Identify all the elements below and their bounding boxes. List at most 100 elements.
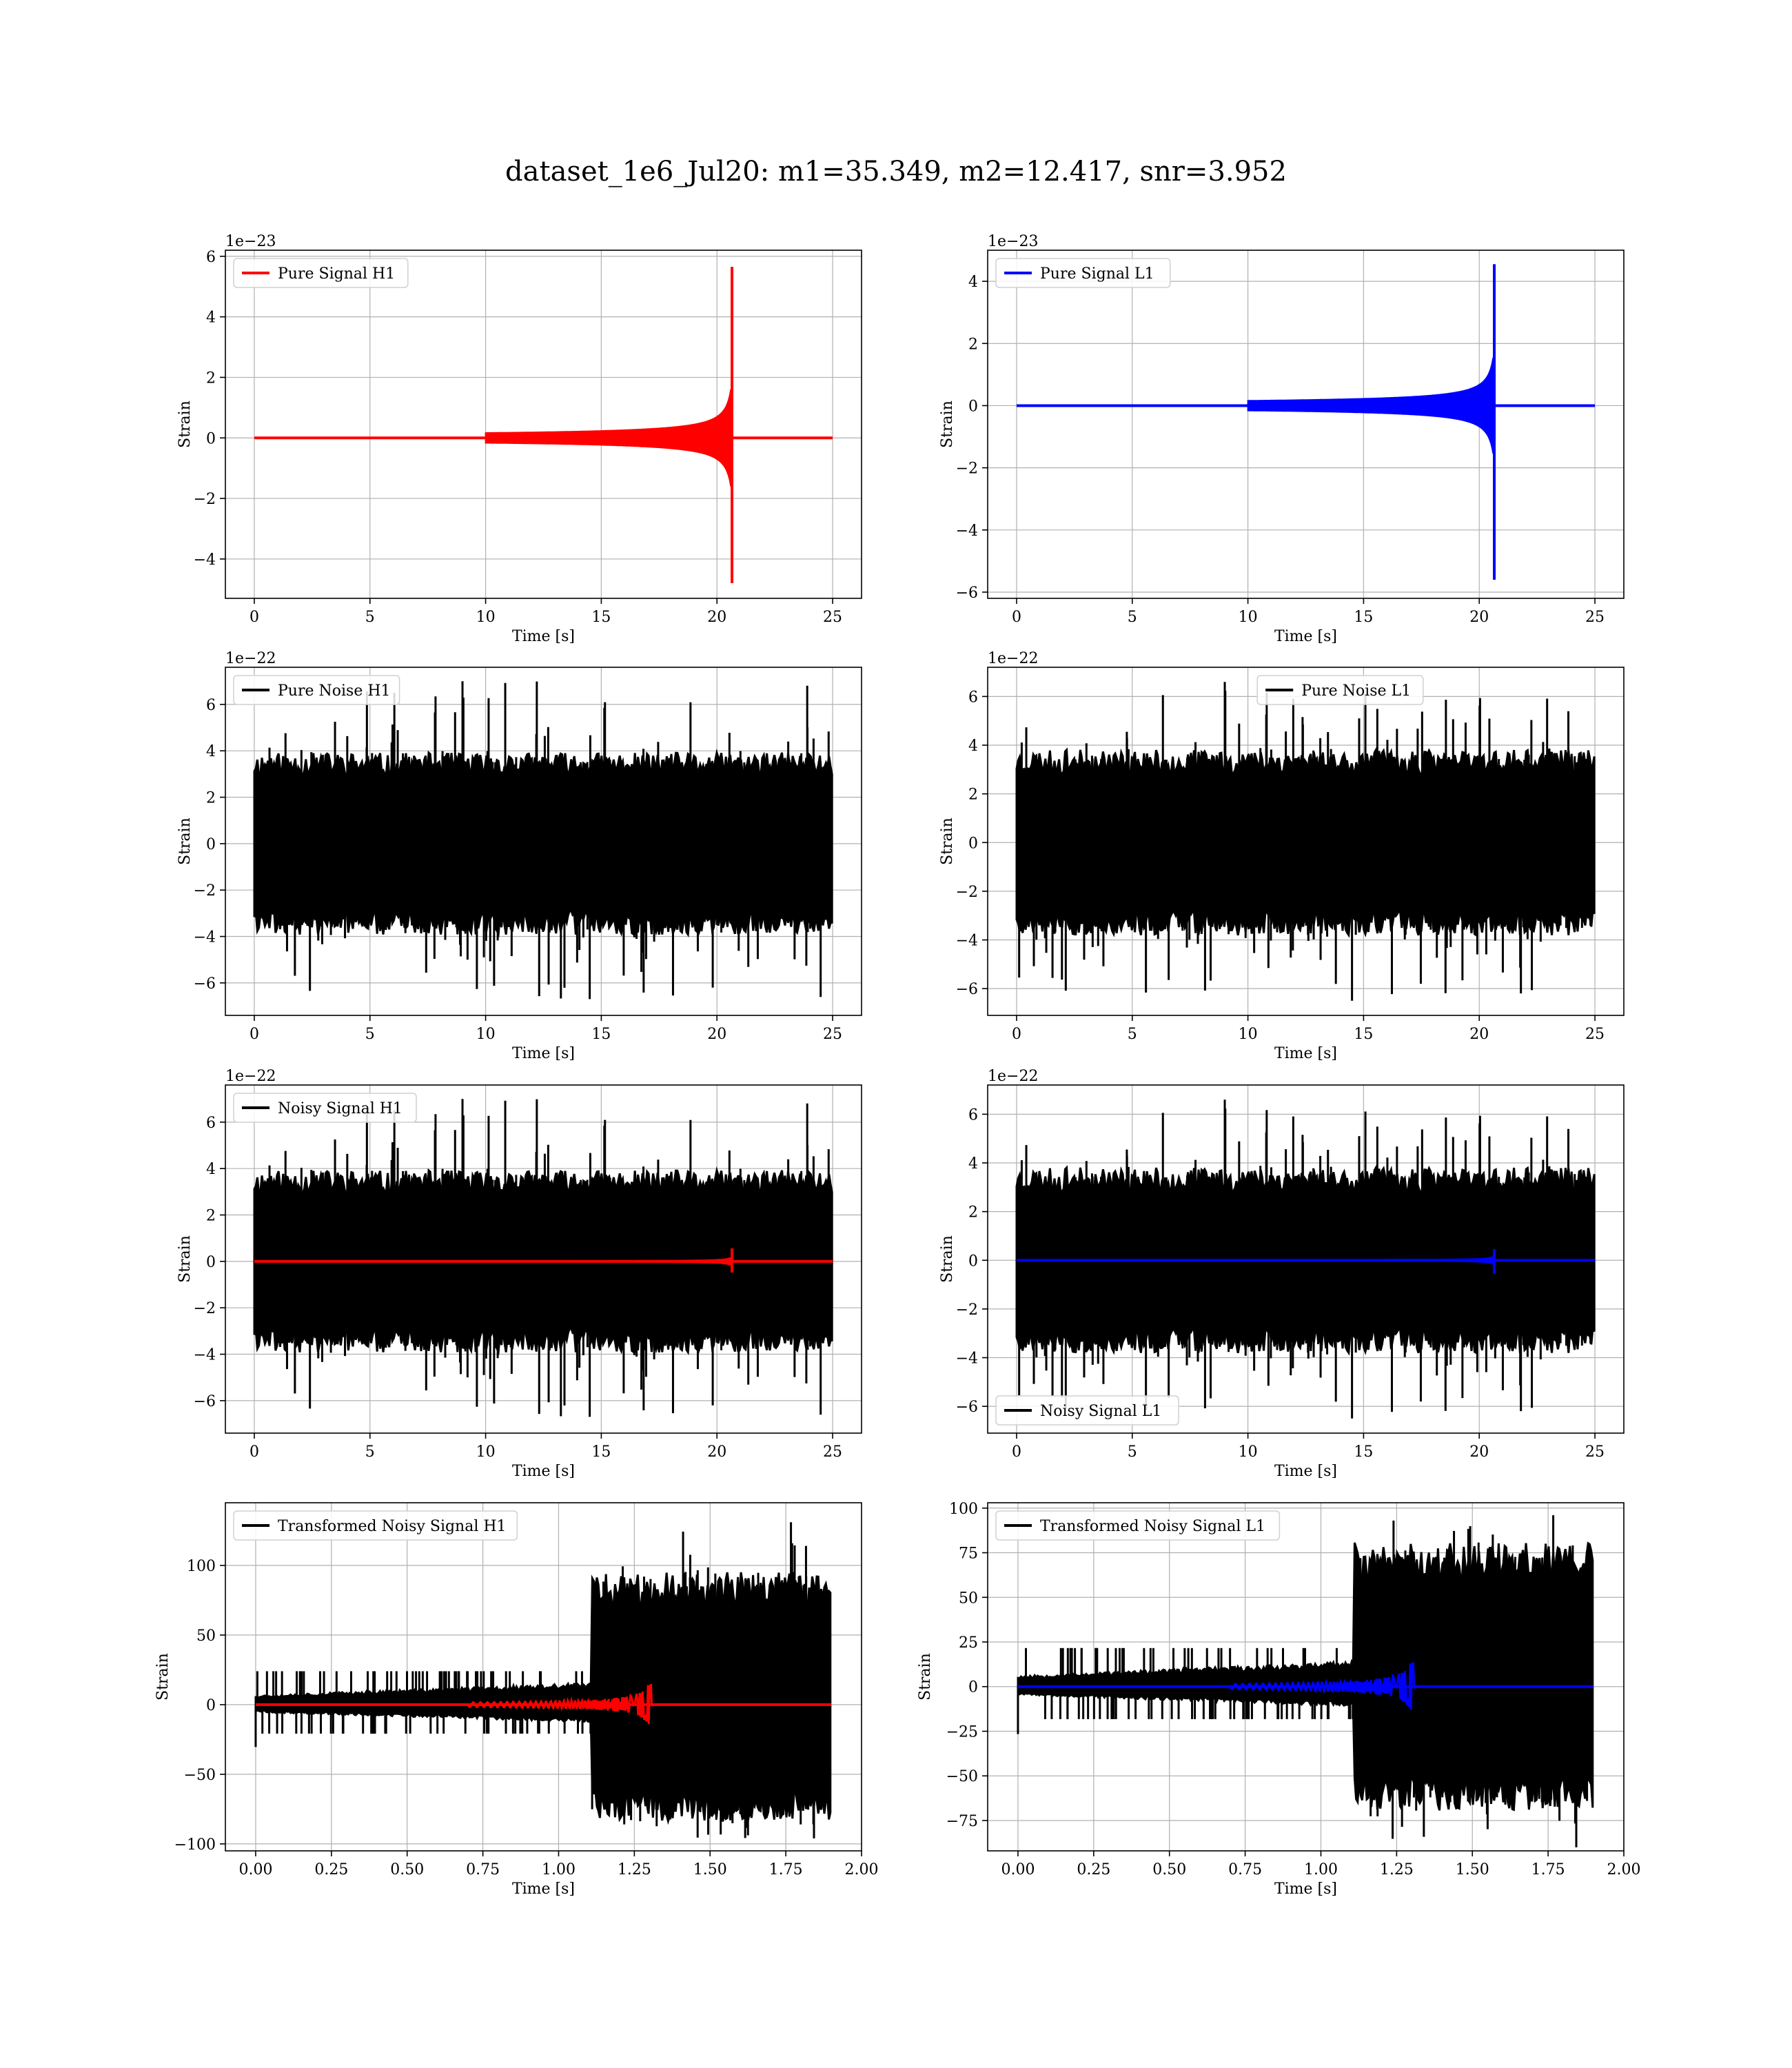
legend-box bbox=[233, 258, 409, 288]
legend-box bbox=[233, 675, 400, 705]
legend: Transformed Noisy Signal L1 bbox=[995, 1510, 1281, 1541]
x-tick-label: 5 bbox=[365, 1026, 375, 1043]
legend: Pure Noise L1 bbox=[1256, 675, 1424, 705]
chart-transformed-noisy-signal-l1: 0.00 0.25 0.50 0.75 1.00 1.25 1.50 1.75 2.00 −75 −… bbox=[917, 1501, 1640, 1898]
series-pure-noise-h1 bbox=[253, 681, 833, 1000]
x-tick-label: 20 bbox=[707, 609, 726, 626]
y-tick-label: 50 bbox=[196, 1628, 216, 1645]
x-tick-label: 1.50 bbox=[693, 1861, 727, 1878]
y-tick-label: −50 bbox=[946, 1768, 978, 1785]
y-tick-label: 2 bbox=[206, 369, 216, 387]
chart-pure-noise-h1: 0 5 10 15 20 25 −6 −4 −2 0 2 4 6 Time [s] Strain 1e−22P… bbox=[176, 650, 862, 1062]
y-tick-label: 4 bbox=[968, 738, 978, 755]
y-tick-label: 2 bbox=[968, 787, 978, 804]
y-tick-label: 0 bbox=[206, 430, 216, 447]
y-tick-label: −2 bbox=[956, 884, 978, 901]
x-tick-label: 10 bbox=[1239, 1443, 1258, 1461]
y-tick-label: −2 bbox=[956, 1301, 978, 1319]
signal-envelope bbox=[1247, 357, 1494, 454]
y-axis-label: Strain bbox=[939, 1235, 956, 1283]
y-tick-label: 6 bbox=[968, 689, 978, 706]
legend-label: Pure Signal L1 bbox=[1040, 265, 1154, 283]
y-axis-label: Strain bbox=[154, 1653, 172, 1701]
y-tick-label: 0 bbox=[968, 1253, 978, 1270]
y-tick-label: −100 bbox=[174, 1836, 216, 1854]
x-tick-label: 0.75 bbox=[466, 1861, 500, 1878]
x-tick-label: 10 bbox=[476, 1443, 496, 1461]
x-tick-label: 0.25 bbox=[1077, 1861, 1110, 1878]
series-pure-signal-l1 bbox=[1016, 264, 1596, 580]
y-tick-label: 2 bbox=[968, 336, 978, 353]
x-tick-label: 20 bbox=[707, 1026, 726, 1043]
chart-noisy-signal-l1: 0 5 10 15 20 25 −6 −4 −2 0 2 4 6 Time [s] Strain 1e−22 N… bbox=[939, 1068, 1625, 1480]
x-tick-label: 5 bbox=[365, 609, 375, 626]
y-tick-label: −6 bbox=[956, 585, 978, 602]
y-tick-label: 0 bbox=[206, 1254, 216, 1271]
y-tick-label: −2 bbox=[194, 1300, 216, 1317]
plot-area bbox=[254, 1522, 832, 1838]
x-axis-label: Time [s] bbox=[512, 1881, 575, 1898]
x-tick-label: 1.75 bbox=[769, 1861, 803, 1878]
x-tick-label: 0.00 bbox=[238, 1861, 272, 1878]
y-tick-label: −4 bbox=[956, 1350, 978, 1368]
signal-burst bbox=[467, 1683, 654, 1725]
x-tick-label: 5 bbox=[365, 1443, 375, 1461]
x-tick-label: 25 bbox=[1585, 609, 1605, 626]
y-tick-label: 25 bbox=[959, 1634, 978, 1652]
legend: Pure Signal H1 bbox=[233, 258, 409, 288]
legend-label: Noisy Signal L1 bbox=[1040, 1403, 1161, 1420]
chart-noisy-signal-h1: 0 5 10 15 20 25 −6 −4 −2 0 2 4 6 Time [s] Strain 1e−22N… bbox=[176, 1068, 862, 1480]
axes-frame bbox=[225, 1502, 862, 1852]
y-tick-label: −4 bbox=[956, 523, 978, 540]
y-axis-label: Strain bbox=[176, 818, 194, 865]
axis-offset-label: 1e−22 bbox=[225, 1068, 276, 1085]
legend: Noisy Signal L1 bbox=[995, 1395, 1179, 1426]
plot-area bbox=[1015, 682, 1596, 1001]
legend-label: Pure Signal H1 bbox=[278, 265, 395, 283]
x-tick-label: 1.00 bbox=[542, 1861, 576, 1878]
axis-offset-label: 1e−23 bbox=[988, 233, 1038, 250]
y-tick-label: −4 bbox=[194, 551, 216, 569]
y-tick-label: 4 bbox=[206, 1161, 216, 1178]
y-tick-label: −6 bbox=[956, 981, 978, 998]
y-tick-label: 4 bbox=[968, 1155, 978, 1173]
legend-box bbox=[995, 1395, 1179, 1426]
y-tick-label: 6 bbox=[206, 249, 216, 266]
y-tick-label: 0 bbox=[968, 1679, 978, 1696]
x-tick-label: 0 bbox=[1012, 1443, 1021, 1461]
x-tick-label: 25 bbox=[1585, 1443, 1605, 1461]
signal-envelope bbox=[485, 389, 732, 487]
x-tick-label: 0.50 bbox=[1152, 1861, 1186, 1878]
x-tick-label: 15 bbox=[591, 1026, 611, 1043]
x-axis-label: Time [s] bbox=[1274, 1045, 1337, 1062]
x-tick-label: 0 bbox=[1012, 1026, 1021, 1043]
series-burst-overlay bbox=[1017, 1662, 1594, 1710]
x-tick-label: 0.00 bbox=[1001, 1861, 1035, 1878]
legend-label: Pure Noise H1 bbox=[278, 682, 391, 700]
x-tick-label: 15 bbox=[591, 609, 611, 626]
x-tick-label: 10 bbox=[1239, 1026, 1258, 1043]
x-tick-label: 15 bbox=[1354, 1026, 1373, 1043]
y-tick-label: 6 bbox=[206, 1115, 216, 1132]
x-axis-label: Time [s] bbox=[512, 1045, 575, 1062]
y-tick-label: −6 bbox=[194, 1393, 216, 1410]
plot-area bbox=[254, 267, 833, 584]
legend-box bbox=[995, 1510, 1281, 1541]
x-tick-label: 0.25 bbox=[314, 1861, 348, 1878]
y-tick-label: 50 bbox=[959, 1590, 978, 1607]
y-tick-label: 0 bbox=[206, 1697, 216, 1714]
x-tick-label: 10 bbox=[476, 1026, 496, 1043]
legend-label: Pure Noise L1 bbox=[1301, 682, 1411, 700]
x-tick-label: 0 bbox=[250, 1443, 259, 1461]
axes-frame bbox=[987, 250, 1625, 599]
chart-pure-noise-l1: 0 5 10 15 20 25 −6 −4 −2 0 2 4 6 Time [s] Strain 1e−22 P… bbox=[939, 650, 1625, 1062]
x-tick-label: 25 bbox=[823, 1026, 842, 1043]
y-axis-label: Strain bbox=[917, 1653, 934, 1701]
y-tick-label: 0 bbox=[206, 836, 216, 853]
x-tick-label: 1.50 bbox=[1456, 1861, 1489, 1878]
y-tick-label: 6 bbox=[968, 1106, 978, 1124]
y-tick-label: 0 bbox=[968, 398, 978, 415]
legend-label: Noisy Signal H1 bbox=[278, 1100, 403, 1117]
series-transformed-noisy-signal-l1 bbox=[1017, 1515, 1594, 1847]
